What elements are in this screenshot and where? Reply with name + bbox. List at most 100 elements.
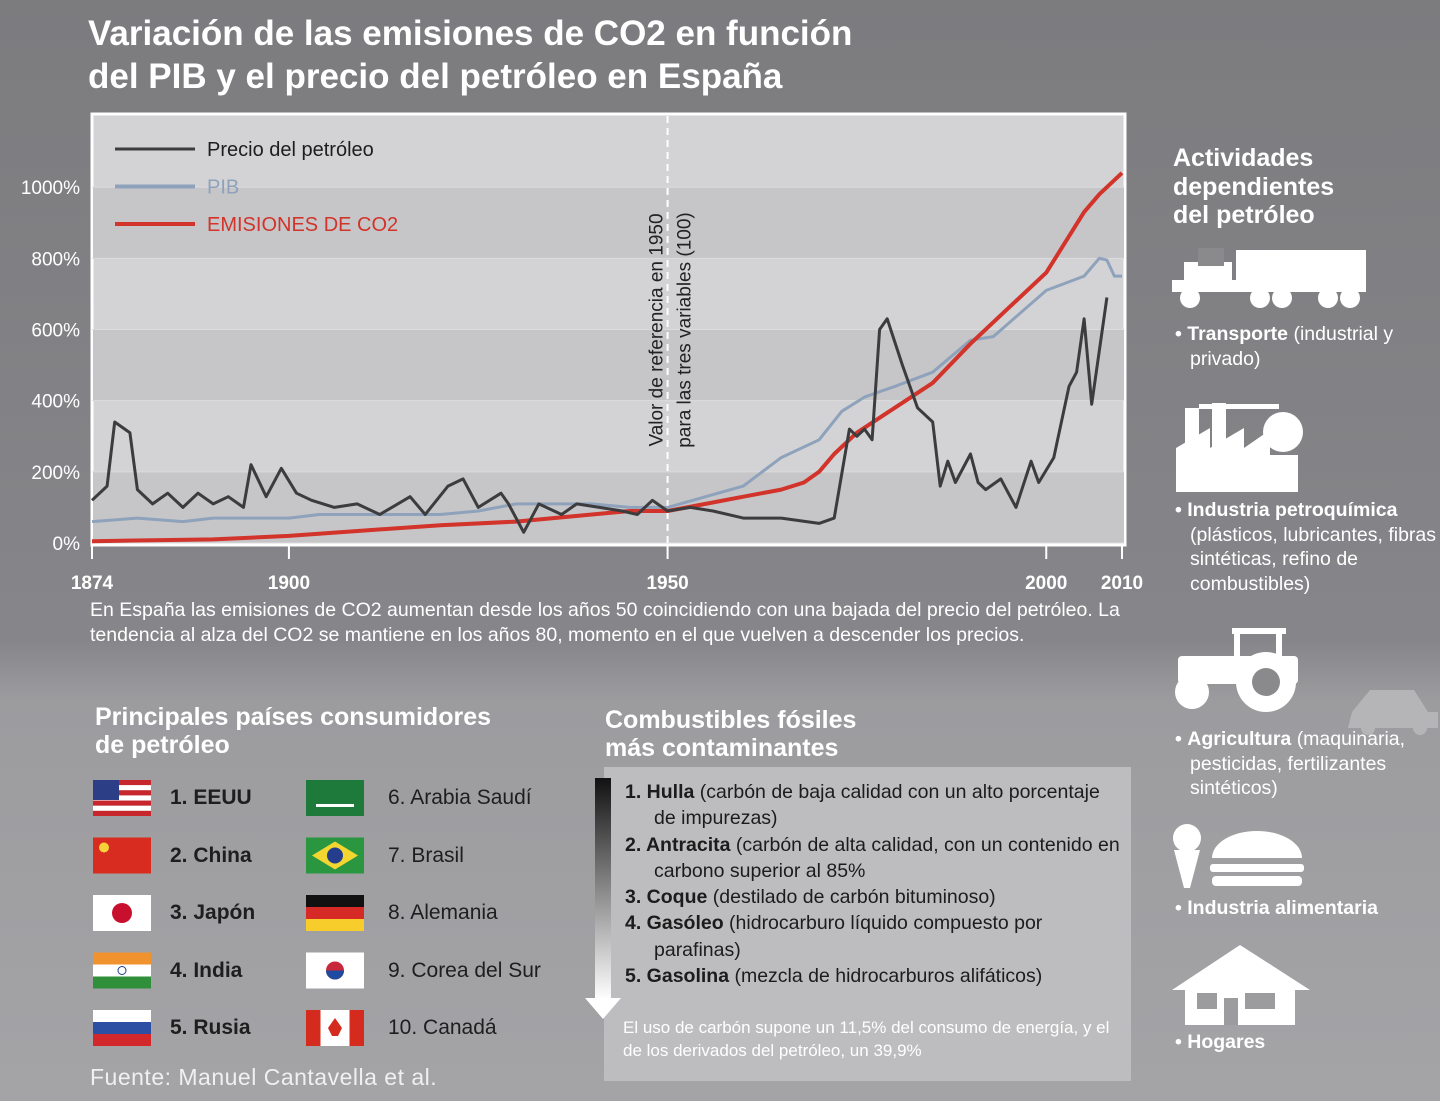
activity: Agricultura (maquinaria, pesticidas, fer…	[1175, 727, 1437, 801]
fuel-item: 4. Gasóleo (hidrocarburo líquido compues…	[625, 910, 1125, 963]
activity-item: Industria alimentaria	[1175, 896, 1437, 921]
flag-part	[93, 795, 151, 801]
fuels-title: Combustibles fósiles más contaminantes	[605, 706, 856, 762]
series-line	[91, 171, 1124, 544]
flag-part	[93, 1034, 151, 1046]
title-line: Principales países consumidores	[95, 703, 491, 731]
annotation: Valor de referencia en 1950	[647, 213, 668, 446]
annotation: para las tres variables (100)	[675, 212, 696, 448]
flag-part	[93, 976, 151, 989]
activity-name: Industria petroquímica	[1187, 499, 1398, 521]
fuel-box	[604, 767, 1131, 1081]
activity-name: Transporte	[1187, 323, 1289, 345]
flag-part	[316, 804, 354, 807]
fuel-arrow-head	[585, 998, 621, 1019]
flag-part	[326, 970, 344, 980]
legend-label: PIB	[207, 177, 239, 199]
title-line: del PIB y el precio del petróleo en Espa…	[88, 57, 783, 96]
fuel-item: 2. Antracita (carbón de alta calidad, co…	[625, 832, 1125, 885]
country-name: 6. Arabia Saudí	[388, 786, 532, 809]
activity: Transporte (industrial y privado)	[1175, 322, 1437, 371]
flag-part	[93, 800, 151, 806]
activity-item: Agricultura (maquinaria, pesticidas, fer…	[1175, 727, 1437, 801]
x-tick-label: 2010	[1101, 573, 1143, 594]
flag-part	[93, 780, 151, 786]
activity-name: Hogares	[1187, 1031, 1266, 1053]
country-name: 4. India	[170, 958, 243, 982]
flag-part	[306, 780, 364, 816]
flags	[93, 780, 364, 1046]
countries-title: Principales países consumidores de petró…	[95, 703, 491, 759]
x-tick-label: 1950	[646, 573, 688, 594]
y-tick-label: 200%	[31, 463, 80, 484]
country-name: 1. EEUU	[170, 786, 252, 809]
title: Variación de las emisiones de CO2 en fun…	[88, 12, 852, 98]
country-name: 2. China	[170, 843, 252, 867]
fuel-arrow	[595, 778, 611, 1000]
activity: Industria petroquímica (plásticos, lubri…	[1175, 498, 1437, 596]
chart: 0% 200% 400% 600% 800% 1000% 1874 1900 1950 2000 2…	[21, 112, 1143, 594]
flag-part	[335, 1010, 350, 1046]
flag-part	[93, 964, 151, 977]
title-line: del petróleo	[1173, 201, 1315, 229]
house-icon	[1172, 945, 1310, 1025]
series-line	[91, 256, 1122, 524]
country-name: 5. Rusia	[170, 1016, 251, 1039]
y-tick-label: 800%	[31, 249, 80, 270]
fuel-item: 1. Hulla (carbón de baja calidad con un …	[625, 779, 1125, 832]
country-name: 8. Alemania	[388, 901, 498, 924]
flag-part	[112, 903, 132, 923]
y-tick-label: 0%	[53, 534, 81, 555]
fuel-list: 1. Hulla (carbón de baja calidad con un …	[625, 779, 1125, 989]
flag-part	[306, 919, 364, 931]
title-line: Actividades	[1173, 144, 1314, 172]
y-tick-label: 400%	[31, 392, 80, 413]
activity-desc: (industrial y privado)	[1190, 323, 1394, 370]
fuel-desc: (carbón de alta calidad, con un contenid…	[654, 833, 1120, 882]
activity-desc: (maquinaria, pesticidas, fertilizantes s…	[1190, 728, 1406, 799]
flag-part	[306, 907, 364, 919]
flag-part	[99, 842, 109, 853]
flag-part	[320, 1010, 335, 1046]
legend-label: EMISIONES DE CO2	[207, 214, 398, 236]
fuel-name: 3. Coque	[625, 886, 708, 909]
flag-part	[306, 895, 364, 907]
fuel-desc: (carbón de baja calidad con un alto porc…	[654, 781, 1100, 830]
flag-part	[93, 805, 151, 811]
flag-part	[93, 780, 119, 800]
series-line	[90, 297, 1109, 534]
flag-part	[349, 1010, 364, 1046]
activity-item: Transporte (industrial y privado)	[1175, 322, 1437, 371]
fuel-name: 5. Gasolina	[625, 965, 730, 988]
grid-band	[93, 187, 1124, 259]
activities-title: Actividades dependientes del petróleo	[1173, 144, 1334, 230]
factory-icon	[1176, 403, 1303, 492]
fuel-desc: (destilado de carbón bituminoso)	[712, 886, 996, 909]
flag-part	[117, 966, 127, 975]
fuel-item: 5. Gasolina (mezcla de hidrocarburos ali…	[625, 963, 1125, 989]
title-line: Variación de las emisiones de CO2 en fun…	[88, 14, 853, 53]
flag-part	[93, 1022, 151, 1034]
title-line: Combustibles fósiles	[605, 706, 857, 734]
flag-part	[327, 847, 343, 864]
legend-label: Precio del petróleo	[207, 139, 374, 161]
title-line: dependientes	[1173, 172, 1335, 201]
tractor-icon	[1175, 628, 1298, 712]
activity-item: Industria petroquímica (plásticos, lubri…	[1175, 498, 1437, 596]
fuel-name: 4. Gasóleo	[625, 912, 724, 935]
flag-part	[93, 810, 151, 816]
fuel-name: 2. Antracita	[625, 833, 731, 856]
activity-desc: (plásticos, lubricantes, fibras sintétic…	[1190, 523, 1437, 595]
activity-name: Industria alimentaria	[1187, 897, 1378, 919]
fuel-name: 1. Hulla	[625, 781, 695, 803]
x-tick-label: 1900	[268, 573, 310, 594]
fuel-item: 3. Coque (destilado de carbón bituminoso…	[625, 884, 1125, 910]
flag-part	[93, 1010, 151, 1022]
country-name: 9. Corea del Sur	[388, 958, 541, 982]
x-tick-label: 1874	[71, 573, 114, 594]
country-name: 3. Japón	[170, 901, 256, 924]
activity-item: Hogares	[1175, 1030, 1437, 1055]
food-icon	[1173, 824, 1304, 888]
